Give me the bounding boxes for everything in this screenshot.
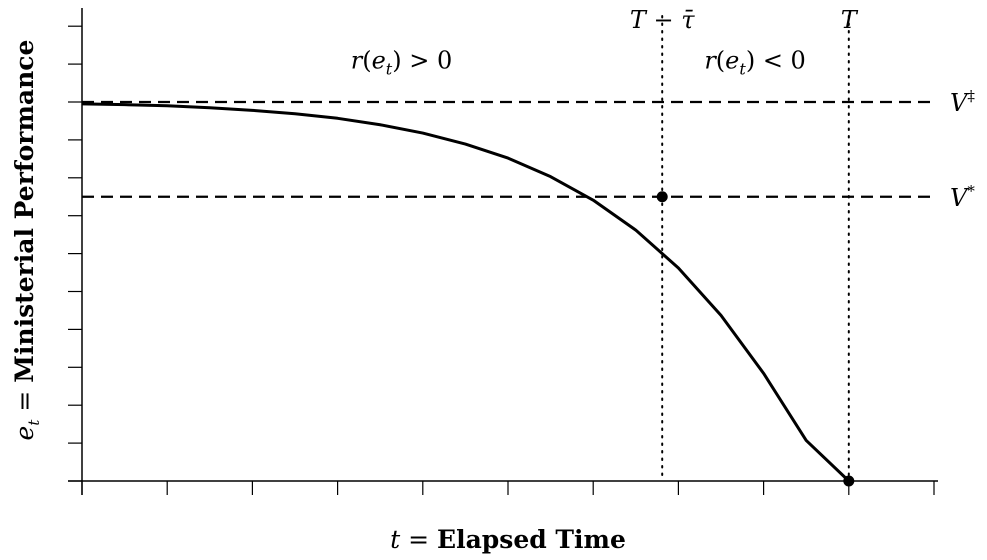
labels-layer: V‡ V* T − τ̄ Tr(et) > 0 r(et) < 0 t = Elapsed… <box>10 6 975 554</box>
hline-label-0: V‡ <box>950 87 975 117</box>
reference-lines <box>82 15 934 482</box>
series-line-0 <box>81 102 850 483</box>
data-point-0 <box>656 191 668 203</box>
annotation-1: r(et) < 0 <box>704 46 806 78</box>
hline-label-1: V* <box>950 182 975 212</box>
annotation-0: r(et) > 0 <box>351 46 453 78</box>
vline-label-0: T − τ̄ <box>630 6 695 34</box>
points-layer <box>656 191 855 487</box>
x-axis-label: t = Elapsed Time <box>390 525 626 554</box>
y-axis-label: et = Ministerial Performance <box>10 40 43 441</box>
axes <box>68 8 938 495</box>
data-point-1 <box>843 475 855 487</box>
series-layer <box>81 102 850 483</box>
vline-label-1: T <box>841 6 859 34</box>
